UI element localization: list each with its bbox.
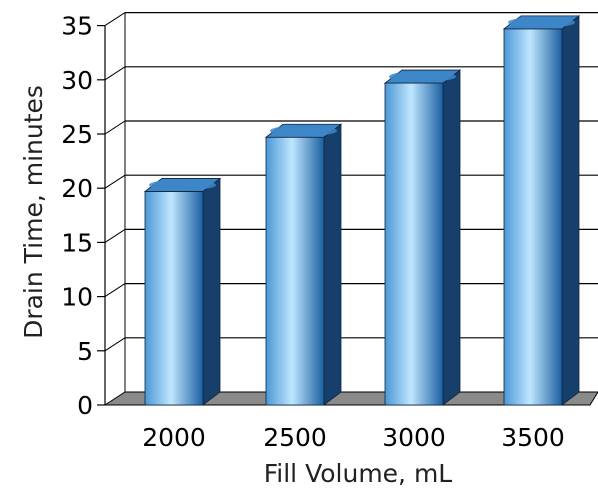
y-axis-ticks: 0 5 10 15 20 25 30 35 <box>61 12 105 420</box>
x-tick-label: 2000 <box>142 423 206 452</box>
gridline-diagonal <box>104 228 126 243</box>
bar-side <box>561 15 580 406</box>
y-tick-label: 0 <box>77 391 93 420</box>
x-tick-label: 3500 <box>501 423 565 452</box>
bar <box>383 69 462 406</box>
y-tick-label: 10 <box>61 283 93 312</box>
bar <box>502 15 581 406</box>
y-tick-label: 35 <box>61 12 93 41</box>
bar <box>143 177 222 406</box>
bar-front <box>384 82 444 406</box>
y-tick-label: 5 <box>77 337 93 366</box>
bar-side <box>323 123 342 406</box>
y-tick-label: 15 <box>61 228 93 257</box>
y-tick-label: 20 <box>61 174 93 203</box>
gridline-diagonal <box>104 12 126 27</box>
plot-back-wall <box>104 12 126 405</box>
x-axis-ticks: 2000 2500 3000 3500 <box>142 423 565 452</box>
bar-side <box>202 177 221 406</box>
y-tick-label: 30 <box>61 66 93 95</box>
bar-side <box>442 69 461 406</box>
bar-cap <box>389 71 456 83</box>
gridline-diagonal <box>104 174 126 189</box>
gridline-diagonal <box>104 120 126 135</box>
gridline-diagonal <box>104 66 126 81</box>
y-axis-title: Drain Time, minutes <box>19 85 48 339</box>
bar-front <box>265 136 325 406</box>
bar-cap <box>149 179 216 191</box>
x-tick-label: 3000 <box>382 423 446 452</box>
bars <box>143 15 581 406</box>
x-axis-title: Fill Volume, mL <box>264 459 453 488</box>
bar-front <box>503 28 563 406</box>
bar-cap <box>508 16 575 28</box>
bar-front <box>144 191 204 406</box>
bar-cap <box>270 125 337 137</box>
bar <box>264 123 343 406</box>
gridline-diagonal <box>104 337 126 352</box>
x-tick-label: 2500 <box>263 423 327 452</box>
y-tick-label: 25 <box>61 120 93 149</box>
gridline-diagonal <box>104 283 126 298</box>
